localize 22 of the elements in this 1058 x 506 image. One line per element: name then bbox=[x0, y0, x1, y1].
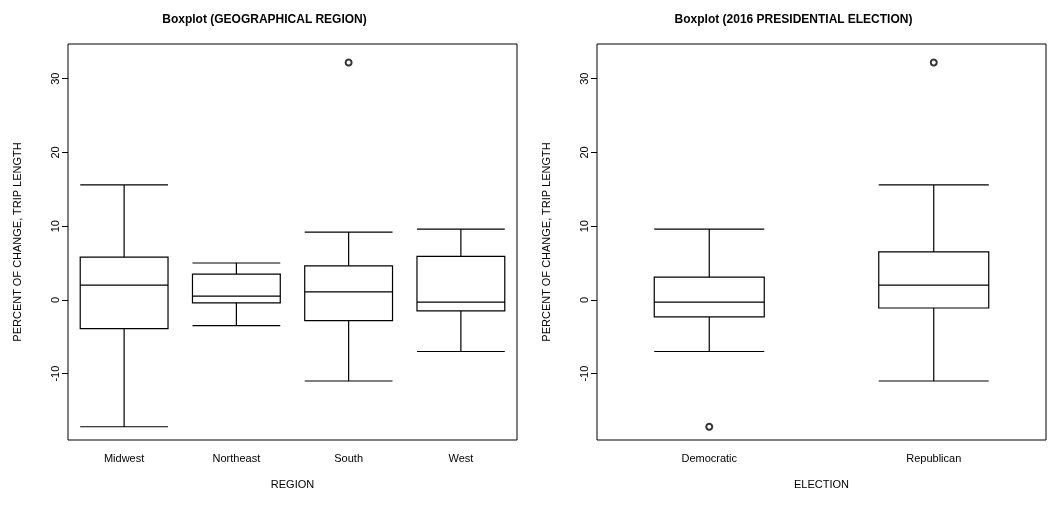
y-tick-label: 20 bbox=[48, 146, 61, 159]
y-tick-label: 30 bbox=[48, 72, 61, 85]
x-tick-label: Republican bbox=[906, 451, 962, 464]
x-tick-label: Democratic bbox=[681, 451, 738, 464]
y-tick-label: 0 bbox=[577, 296, 590, 303]
y-tick-label: -10 bbox=[577, 365, 590, 382]
y-tick-label: 10 bbox=[577, 220, 590, 233]
y-tick-label: -10 bbox=[48, 365, 61, 382]
y-axis-title: PERCENT OF CHANGE, TRIP LENGTH bbox=[539, 142, 552, 342]
chart-title: Boxplot (2016 PRESIDENTIAL ELECTION) bbox=[674, 12, 913, 26]
x-tick-label: Northeast bbox=[212, 451, 261, 464]
y-tick-label: 20 bbox=[577, 146, 590, 159]
y-tick-label: 10 bbox=[48, 220, 61, 233]
chart-title: Boxplot (GEOGRAPHICAL REGION) bbox=[162, 12, 367, 26]
y-tick-label: 0 bbox=[48, 296, 61, 303]
x-axis-title: ELECTION bbox=[793, 477, 850, 490]
x-tick-label: West bbox=[448, 451, 474, 464]
y-axis-title: PERCENT OF CHANGE, TRIP LENGTH bbox=[10, 142, 23, 342]
x-axis-title: REGION bbox=[270, 477, 315, 490]
x-tick-label: Midwest bbox=[103, 451, 145, 464]
y-tick-label: 30 bbox=[577, 72, 590, 85]
x-tick-label: South bbox=[334, 451, 363, 464]
